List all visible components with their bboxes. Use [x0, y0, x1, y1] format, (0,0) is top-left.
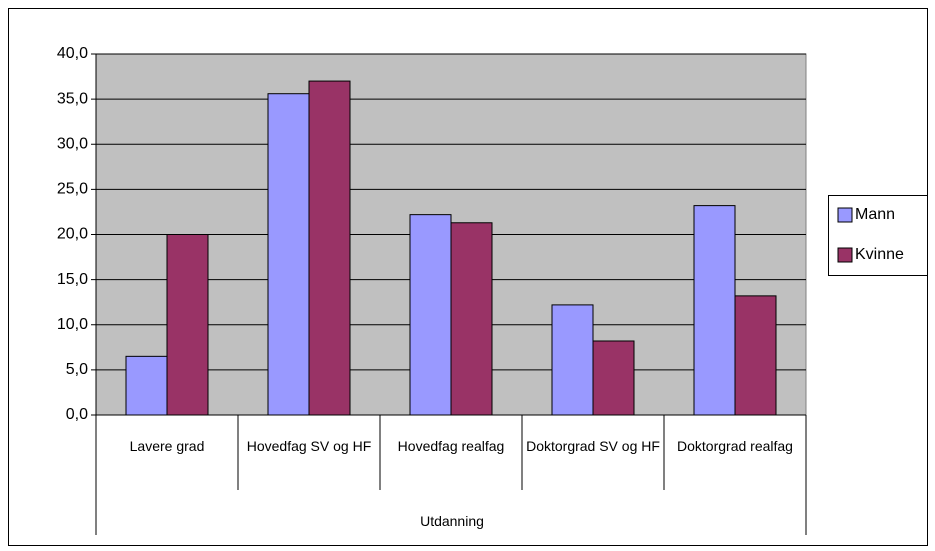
legend-label: Kvinne — [855, 246, 904, 263]
y-tick-label: 20,0 — [57, 226, 88, 243]
y-tick-label: 40,0 — [57, 45, 88, 62]
bar — [450, 222, 493, 416]
y-tick-label: 0,0 — [66, 406, 88, 423]
x-axis-title: Utdanning — [420, 513, 484, 529]
bar — [308, 80, 351, 416]
bar — [409, 214, 452, 416]
bar — [267, 93, 310, 416]
bar — [125, 355, 168, 416]
legend-swatch — [837, 207, 853, 223]
bar — [166, 234, 209, 416]
x-tick-label: Doktorgrad realfag — [677, 438, 793, 454]
bar — [551, 304, 594, 416]
x-tick-label: Doktorgrad SV og HF — [526, 438, 660, 454]
y-tick-label: 15,0 — [57, 271, 88, 288]
y-tick-label: 35,0 — [57, 90, 88, 107]
y-tick-label: 10,0 — [57, 316, 88, 333]
legend-swatch — [837, 247, 853, 263]
bar — [734, 295, 777, 416]
bar — [592, 340, 635, 416]
x-tick-label: Hovedfag SV og HF — [246, 438, 372, 454]
y-tick-label: 25,0 — [57, 181, 88, 198]
x-tick-label: Hovedfag realfag — [397, 438, 505, 454]
y-tick-label: 30,0 — [57, 135, 88, 152]
x-tick-label: Lavere grad — [129, 438, 205, 454]
legend-label: Mann — [855, 206, 895, 223]
bar — [693, 205, 736, 416]
y-tick-label: 5,0 — [66, 361, 88, 378]
